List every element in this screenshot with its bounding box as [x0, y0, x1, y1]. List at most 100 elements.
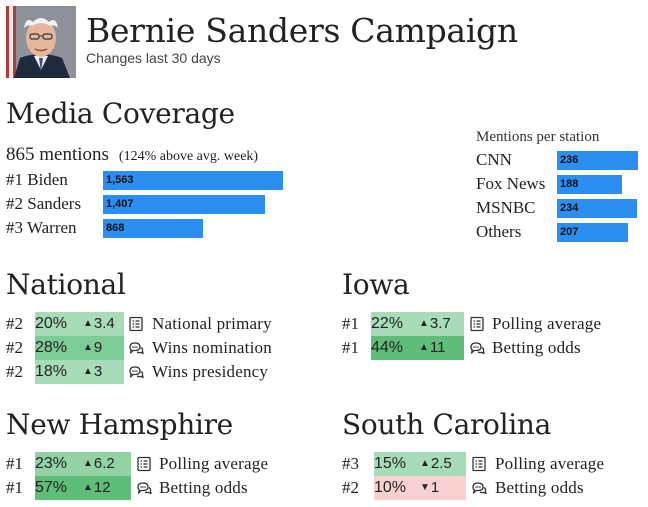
- poll-value-cell: 44% ▲11: [371, 336, 464, 360]
- poll-change: ▲3.4: [83, 312, 115, 336]
- mentions-count: 865 mentions: [6, 144, 109, 165]
- poll-percent: 18%: [35, 363, 68, 380]
- poll-change-value: 3: [93, 363, 103, 380]
- poll-change: ▼1: [420, 476, 439, 500]
- candidate-row: #2 Sanders 1,407: [6, 193, 306, 215]
- media-coverage-title: Media Coverage: [6, 97, 235, 130]
- poll-label: Polling average: [495, 454, 605, 473]
- candidate-label: #1 Biden: [6, 170, 68, 189]
- south-carolina-title: South Carolina: [342, 408, 552, 441]
- poll-rank: #1: [342, 314, 359, 333]
- triangle-up-icon: ▲: [83, 318, 93, 329]
- triangle-up-icon: ▲: [83, 342, 93, 353]
- poll-change: ▲9: [83, 336, 102, 360]
- triangle-up-icon: ▲: [83, 458, 93, 469]
- poll-change-value: 1: [430, 479, 440, 496]
- poll-change-value: 3.4: [93, 315, 115, 332]
- poll-value-cell: 57% ▲12: [35, 476, 131, 500]
- triangle-down-icon: ▼: [420, 482, 430, 493]
- poll-label: National primary: [152, 314, 272, 333]
- poll-value-cell: 10% ▼1: [374, 476, 466, 500]
- page-header: Bernie Sanders Campaign Changes last 30 …: [6, 6, 646, 78]
- candidate-bar-value: 1,563: [106, 174, 134, 186]
- poll-rank: #1: [342, 338, 359, 357]
- poll-row: #1 23% ▲6.2 Polling average: [6, 452, 319, 476]
- poll-change: ▲12: [83, 476, 111, 500]
- poll-percent: 22%: [371, 315, 404, 332]
- station-label: Fox News: [476, 174, 546, 193]
- poll-rank: #3: [342, 454, 359, 473]
- poll-value-cell: 18% ▲3: [35, 360, 124, 384]
- station-bar-value: 188: [560, 178, 579, 190]
- station-label: MSNBC: [476, 198, 536, 217]
- mentions-summary: 865 mentions (124% above avg. week): [6, 144, 258, 166]
- station-label: CNN: [476, 150, 512, 169]
- poll-change: ▲3.7: [419, 312, 451, 336]
- poll-label: Wins presidency: [152, 362, 269, 381]
- poll-change: ▲11: [419, 336, 445, 360]
- poll-change-value: 11: [429, 339, 446, 356]
- poll-row: #1 44% ▲11 Betting odds: [342, 336, 648, 360]
- poll-percent: 44%: [371, 339, 404, 356]
- triangle-up-icon: ▲: [419, 318, 429, 329]
- national-title: National: [6, 268, 126, 301]
- poll-value-cell: 23% ▲6.2: [35, 452, 131, 476]
- poll-rank: #2: [6, 314, 23, 333]
- poll-row: #2 20% ▲3.4 National primary: [6, 312, 312, 336]
- chat-icon: [471, 480, 487, 496]
- station-row: Fox News 188: [476, 173, 646, 195]
- poll-change: ▲2.5: [420, 452, 452, 476]
- page-subtitle: Changes last 30 days: [86, 50, 221, 66]
- poll-value-cell: 28% ▲9: [35, 336, 124, 360]
- poll-percent: 15%: [374, 455, 407, 472]
- poll-row: #3 15% ▲2.5 Polling average: [342, 452, 648, 476]
- poll-label: Betting odds: [492, 338, 581, 357]
- poll-change-value: 2.5: [430, 455, 452, 472]
- candidate-bar: 1,407: [103, 195, 265, 214]
- station-row: CNN 236: [476, 149, 646, 171]
- page-title: Bernie Sanders Campaign: [86, 11, 518, 50]
- poll-value-cell: 15% ▲2.5: [374, 452, 466, 476]
- list-icon: [128, 316, 144, 332]
- station-bar: 188: [557, 175, 622, 194]
- poll-change: ▲6.2: [83, 452, 115, 476]
- iowa-title: Iowa: [342, 268, 410, 301]
- poll-percent: 10%: [374, 479, 407, 496]
- station-bar-value: 236: [560, 154, 579, 166]
- poll-row: #2 10% ▼1 Betting odds: [342, 476, 648, 500]
- station-bar: 207: [557, 223, 628, 242]
- list-icon: [469, 316, 485, 332]
- chat-icon: [128, 340, 144, 356]
- poll-percent: 23%: [35, 455, 68, 472]
- triangle-up-icon: ▲: [83, 482, 93, 493]
- poll-change-value: 3.7: [429, 315, 451, 332]
- poll-label: Betting odds: [495, 478, 584, 497]
- poll-rank: #1: [6, 454, 23, 473]
- poll-rank: #2: [6, 362, 23, 381]
- candidate-photo-illustration: [6, 6, 76, 78]
- poll-label: Wins nomination: [152, 338, 272, 357]
- station-label: Others: [476, 222, 522, 241]
- chat-icon: [136, 480, 152, 496]
- new-hampshire-title: New Hamsphire: [6, 408, 233, 441]
- station-bar-value: 234: [560, 202, 579, 214]
- station-bar: 234: [557, 199, 637, 218]
- chat-icon: [469, 340, 485, 356]
- candidate-bar-value: 1,407: [106, 198, 134, 210]
- mentions-note: (124% above avg. week): [118, 149, 259, 164]
- candidate-label: #3 Warren: [6, 218, 77, 237]
- poll-change-value: 12: [93, 479, 111, 496]
- triangle-up-icon: ▲: [419, 342, 429, 353]
- poll-rank: #1: [6, 478, 23, 497]
- poll-row: #2 28% ▲9 Wins nomination: [6, 336, 312, 360]
- triangle-up-icon: ▲: [420, 458, 430, 469]
- poll-label: Polling average: [492, 314, 602, 333]
- candidate-photo: [6, 6, 76, 78]
- poll-row: #1 57% ▲12 Betting odds: [6, 476, 319, 500]
- candidate-row: #3 Warren 868: [6, 217, 306, 239]
- candidate-label: #2 Sanders: [6, 194, 82, 213]
- poll-label: Betting odds: [159, 478, 248, 497]
- stations-caption: Mentions per station: [476, 129, 600, 145]
- poll-change-value: 6.2: [93, 455, 115, 472]
- poll-rank: #2: [342, 478, 359, 497]
